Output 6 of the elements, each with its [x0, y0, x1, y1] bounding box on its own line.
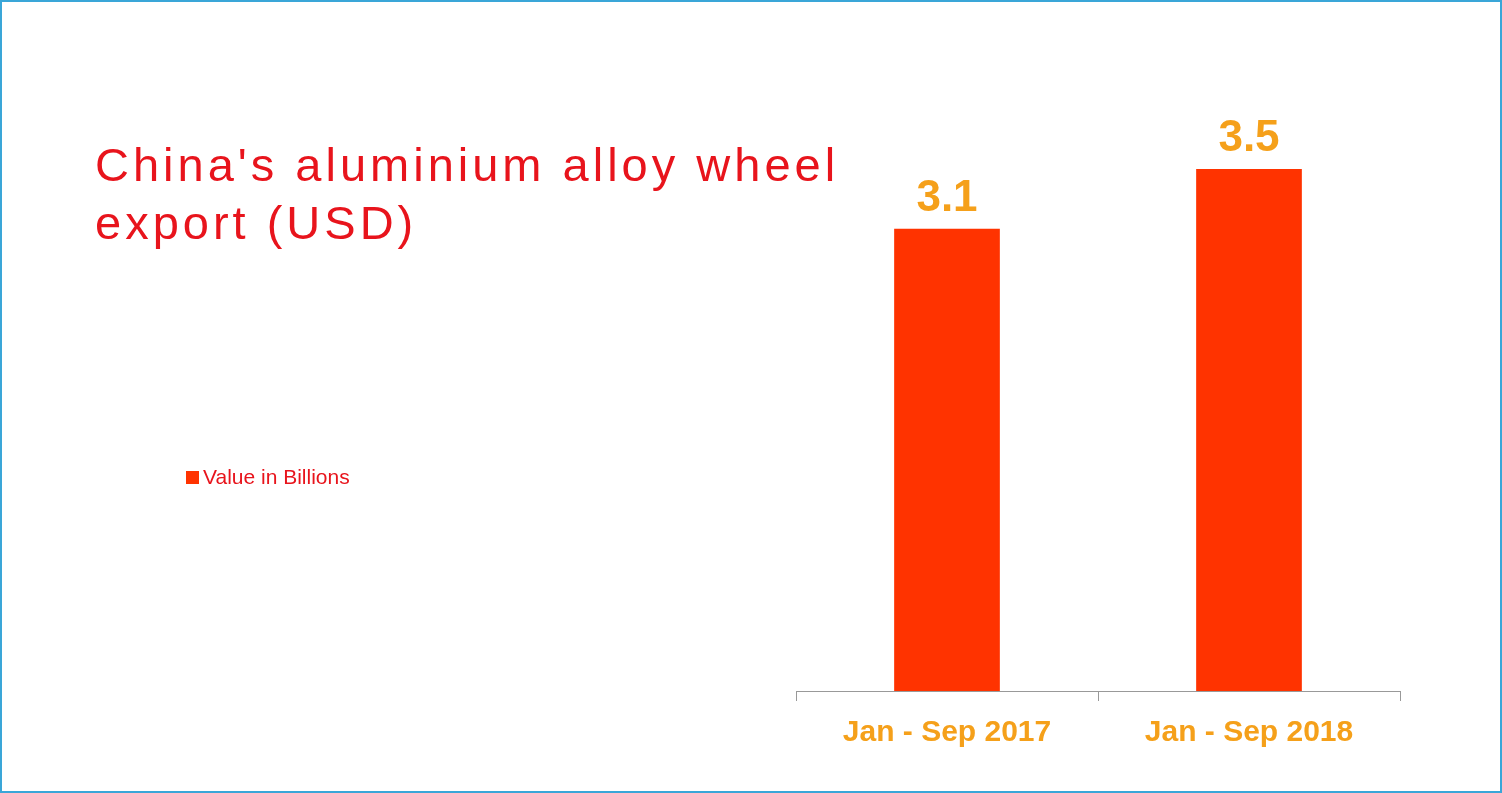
- legend-label: Value in Billions: [203, 465, 350, 489]
- x-tick-label: Jan - Sep 2017: [842, 714, 1052, 748]
- x-tick-label: Jan - Sep 2018: [1144, 714, 1354, 748]
- chart-title: China's aluminium alloy wheel export (USD): [95, 138, 840, 249]
- data-label: 3.5: [1218, 111, 1280, 161]
- data-label: 3.1: [916, 170, 978, 220]
